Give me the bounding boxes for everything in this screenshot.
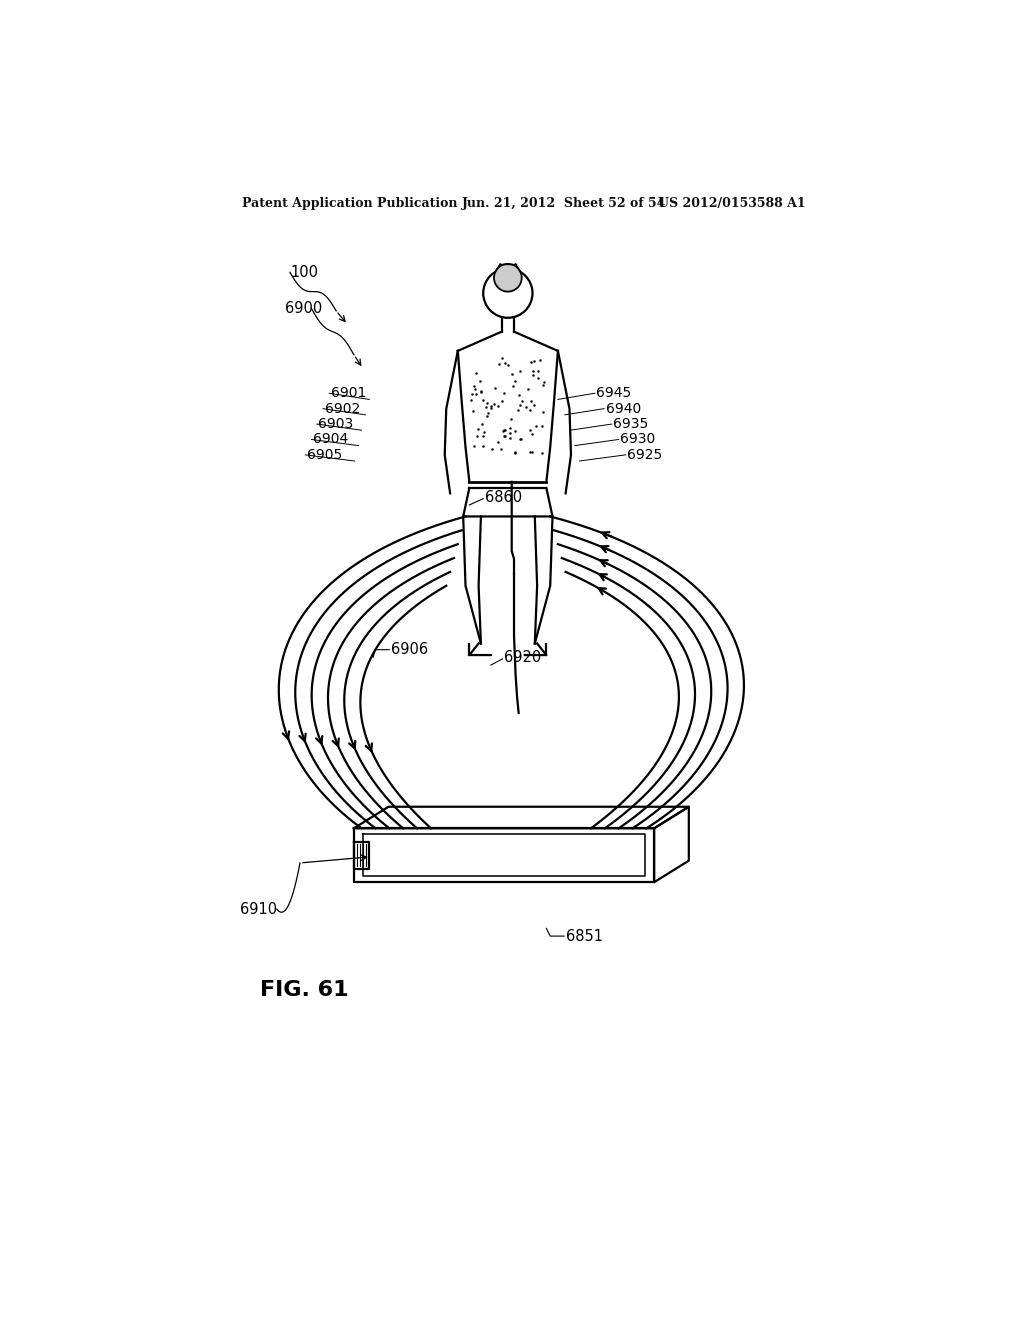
Text: 100: 100	[290, 265, 317, 280]
Text: 6925: 6925	[628, 447, 663, 462]
Text: 6935: 6935	[613, 417, 648, 432]
Text: FIG. 61: FIG. 61	[260, 979, 348, 1001]
Text: Patent Application Publication: Patent Application Publication	[243, 197, 458, 210]
Text: 6902: 6902	[325, 401, 359, 416]
Circle shape	[494, 264, 521, 292]
Text: 6945: 6945	[596, 387, 632, 400]
Text: 6930: 6930	[621, 433, 655, 446]
Text: 6860: 6860	[484, 490, 522, 504]
Text: 6920: 6920	[504, 649, 542, 665]
Text: 6905: 6905	[307, 447, 342, 462]
Text: Jun. 21, 2012  Sheet 52 of 54: Jun. 21, 2012 Sheet 52 of 54	[462, 197, 666, 210]
Text: 6900: 6900	[285, 301, 322, 315]
Text: 6901: 6901	[331, 387, 367, 400]
Text: 6904: 6904	[313, 433, 348, 446]
Text: 6851: 6851	[565, 928, 602, 944]
Text: 6903: 6903	[318, 417, 353, 432]
Text: 6910: 6910	[240, 902, 276, 916]
Text: 6906: 6906	[391, 642, 428, 657]
Text: US 2012/0153588 A1: US 2012/0153588 A1	[658, 197, 806, 210]
Text: 6940: 6940	[605, 401, 641, 416]
